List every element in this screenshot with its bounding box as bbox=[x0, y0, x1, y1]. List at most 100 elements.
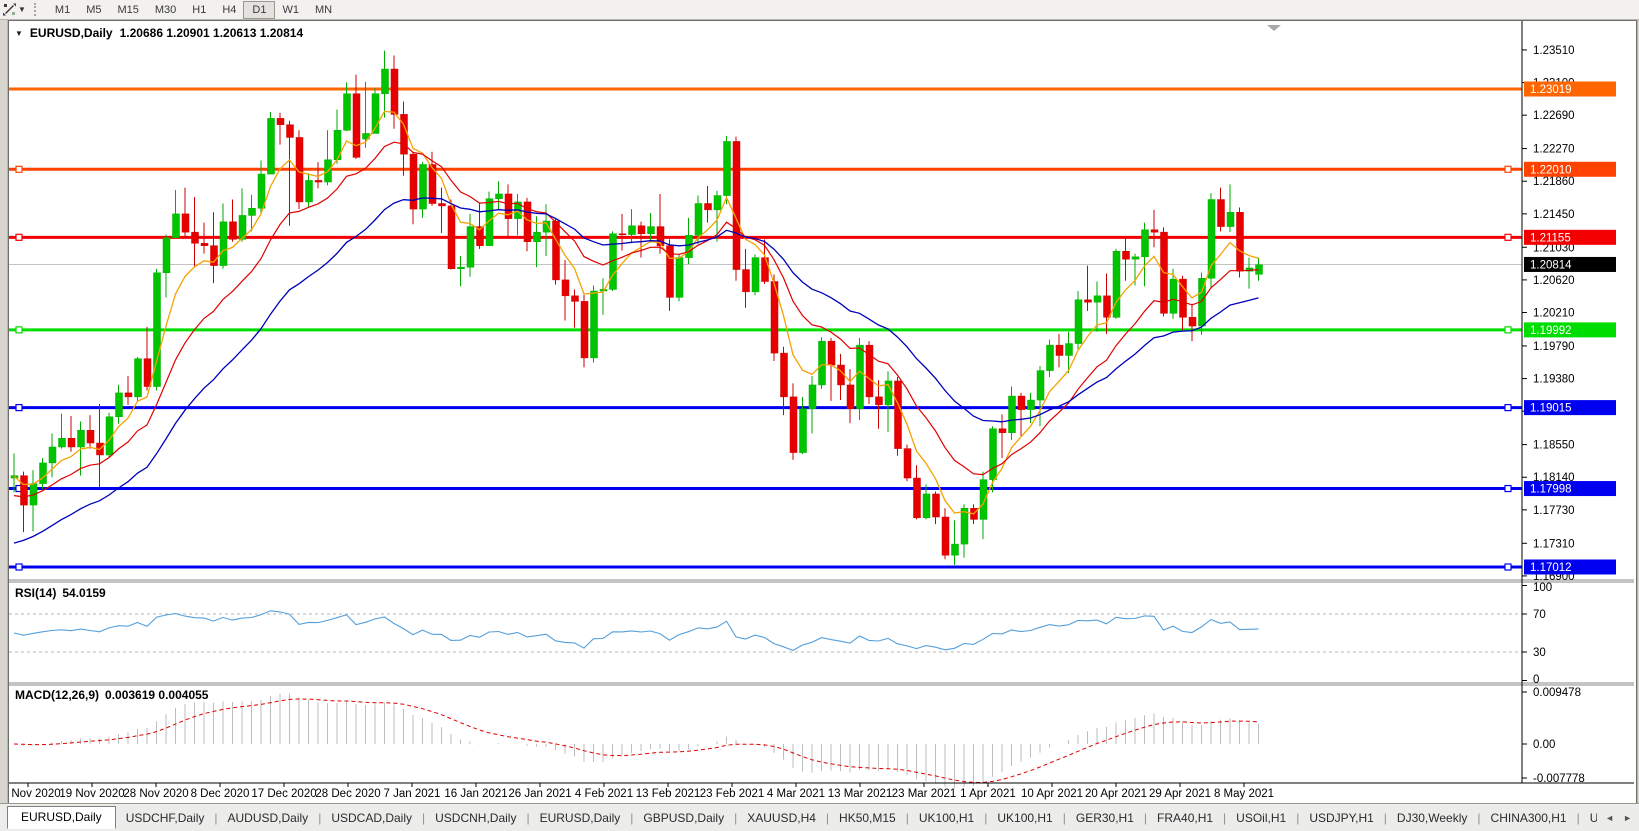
collapse-arrow-icon[interactable]: ▼ bbox=[15, 28, 23, 38]
tab-xauusd-h4[interactable]: XAUUSD,H4 bbox=[747, 810, 816, 825]
price-axis-tick: 1.21030 bbox=[1533, 242, 1575, 254]
tab-gbpusd-daily[interactable]: GBPUSD,Daily bbox=[643, 810, 725, 825]
timeframe-button-m5[interactable]: M5 bbox=[86, 3, 102, 16]
candle bbox=[210, 212, 218, 284]
tab-separator: | bbox=[526, 810, 530, 825]
level-handle[interactable] bbox=[1504, 484, 1512, 493]
level-handle[interactable] bbox=[15, 404, 23, 412]
timeframe-button-m30[interactable]: M30 bbox=[154, 3, 177, 16]
tab-dj30-weekly[interactable]: DJ30,Weekly bbox=[1396, 810, 1468, 825]
tab-separator: | bbox=[905, 810, 909, 825]
timeframe-button-d1[interactable]: D1 bbox=[243, 0, 276, 19]
tab-china300-h1[interactable]: CHINA300,H1 bbox=[1490, 810, 1567, 825]
price-axis-tick: 1.22270 bbox=[1533, 144, 1575, 156]
macd-axis-tick: -0.007778 bbox=[1533, 773, 1585, 785]
date-axis-label: 26 Jan 2021 bbox=[508, 788, 571, 800]
candle bbox=[941, 508, 950, 560]
candle bbox=[1093, 281, 1102, 332]
tab-fra40-h1[interactable]: FRA40,H1 bbox=[1157, 810, 1214, 825]
timeframe-buttons: M1 M5 M15 M30 H1 H4 D1 W1 MN bbox=[47, 0, 340, 19]
tab-ger30-h1[interactable]: GER30,H1 bbox=[1075, 810, 1134, 825]
candle bbox=[1207, 193, 1216, 289]
date-axis-label: 10 Nov 2020 bbox=[9, 788, 61, 800]
candle bbox=[1169, 268, 1178, 319]
date-axis-label: 13 Feb 2021 bbox=[636, 788, 701, 800]
level-handle[interactable] bbox=[15, 563, 23, 571]
tab-separator: | bbox=[984, 810, 988, 825]
tab-usdcnh-daily[interactable]: USDCNH,Daily bbox=[435, 810, 517, 825]
timeframe-button-mn[interactable]: MN bbox=[314, 3, 333, 16]
tab-usdchf-daily[interactable]: USDCHF,Daily bbox=[125, 810, 205, 825]
level-handle[interactable] bbox=[1504, 326, 1512, 334]
candle bbox=[134, 357, 142, 401]
candle bbox=[1217, 187, 1225, 232]
timeframe-button-h1[interactable]: H1 bbox=[192, 3, 207, 16]
toolbar-dropdown-icon[interactable]: ▼ bbox=[18, 5, 26, 14]
candle bbox=[523, 197, 532, 252]
ma-slow-line bbox=[13, 197, 1259, 544]
candle bbox=[647, 213, 655, 243]
candle bbox=[1198, 272, 1206, 335]
candle bbox=[1084, 265, 1092, 311]
tab-scroll-left-icon[interactable]: ◄ bbox=[1605, 812, 1615, 823]
price-axis-tick: 1.19380 bbox=[1533, 374, 1575, 386]
tab-separator: | bbox=[1296, 810, 1300, 825]
candle bbox=[115, 384, 123, 424]
candle bbox=[818, 337, 826, 389]
price-chart-canvas[interactable]: 1.235101.231001.226901.222701.218601.214… bbox=[0, 21, 1634, 801]
tab-audusd-daily[interactable]: AUDUSD,Daily bbox=[227, 810, 309, 825]
level-price-label: 1.17012 bbox=[1530, 562, 1572, 574]
level-handle[interactable] bbox=[1504, 404, 1512, 412]
level-handle[interactable] bbox=[15, 326, 23, 334]
candle bbox=[286, 120, 294, 226]
chart-shift-marker-icon[interactable] bbox=[1267, 25, 1281, 31]
candle bbox=[153, 268, 161, 391]
chart-cursor-icon[interactable] bbox=[0, 2, 18, 18]
timeframe-button-h4[interactable]: H4 bbox=[222, 3, 237, 16]
tab-scroll-right-icon[interactable]: ► bbox=[1623, 812, 1632, 823]
tab-usdcad-daily[interactable]: USDCAD,Daily bbox=[331, 810, 412, 825]
timeframe-button-m1[interactable]: M1 bbox=[54, 3, 71, 16]
candle bbox=[29, 470, 38, 532]
price-axis-tick: 1.22690 bbox=[1533, 110, 1575, 122]
tab-hk50-m15[interactable]: HK50,M15 bbox=[839, 810, 896, 825]
horizontal-level-lines[interactable] bbox=[9, 87, 1522, 571]
date-axis-label: 16 Jan 2021 bbox=[444, 788, 507, 800]
tab-active-eurusd-daily[interactable]: EURUSD,Daily bbox=[7, 806, 116, 829]
level-handle[interactable] bbox=[1504, 165, 1512, 173]
toolbar-grip[interactable] bbox=[33, 3, 42, 16]
tab-separator: | bbox=[734, 810, 738, 825]
tab-usoil-h1[interactable]: USOil,H1 bbox=[1236, 810, 1287, 825]
tab-usdjpy-h1[interactable]: USDJPY,H1 bbox=[1309, 810, 1374, 825]
level-handle[interactable] bbox=[1504, 233, 1512, 241]
date-axis-label: 19 Nov 2020 bbox=[59, 788, 124, 800]
price-axis-tick: 1.18550 bbox=[1533, 440, 1575, 452]
tab-uk100-h1[interactable]: UK100,H1 bbox=[997, 810, 1053, 825]
candle bbox=[894, 376, 902, 456]
level-handle[interactable] bbox=[1504, 563, 1512, 571]
rsi-line bbox=[13, 610, 1259, 652]
chart-window: ▼ EURUSD,Daily 1.20686 1.20901 1.20613 1… bbox=[0, 20, 1637, 804]
candle bbox=[637, 221, 646, 258]
candle bbox=[495, 181, 503, 210]
tab-uk100-h1[interactable]: UK100,H1 bbox=[918, 810, 975, 825]
level-handle[interactable] bbox=[15, 233, 23, 241]
date-axis-label: 20 Apr 2021 bbox=[1085, 788, 1147, 800]
level-handle[interactable] bbox=[15, 165, 23, 173]
candle bbox=[846, 369, 855, 424]
candle bbox=[1179, 275, 1187, 331]
candle bbox=[39, 458, 47, 490]
candle bbox=[438, 187, 446, 233]
timeframe-button-m15[interactable]: M15 bbox=[117, 3, 139, 16]
macd-name: MACD(12,26,9) bbox=[15, 688, 100, 702]
tab-eurusd-daily[interactable]: EURUSD,Daily bbox=[539, 810, 621, 825]
candle bbox=[799, 396, 807, 455]
candle bbox=[932, 491, 940, 525]
candle bbox=[200, 222, 209, 254]
candle bbox=[1017, 392, 1026, 436]
candle bbox=[248, 194, 256, 232]
candle bbox=[827, 337, 836, 401]
timeframe-button-w1[interactable]: W1 bbox=[282, 3, 299, 16]
candle bbox=[333, 109, 342, 164]
ma-fast-line bbox=[13, 110, 1259, 515]
